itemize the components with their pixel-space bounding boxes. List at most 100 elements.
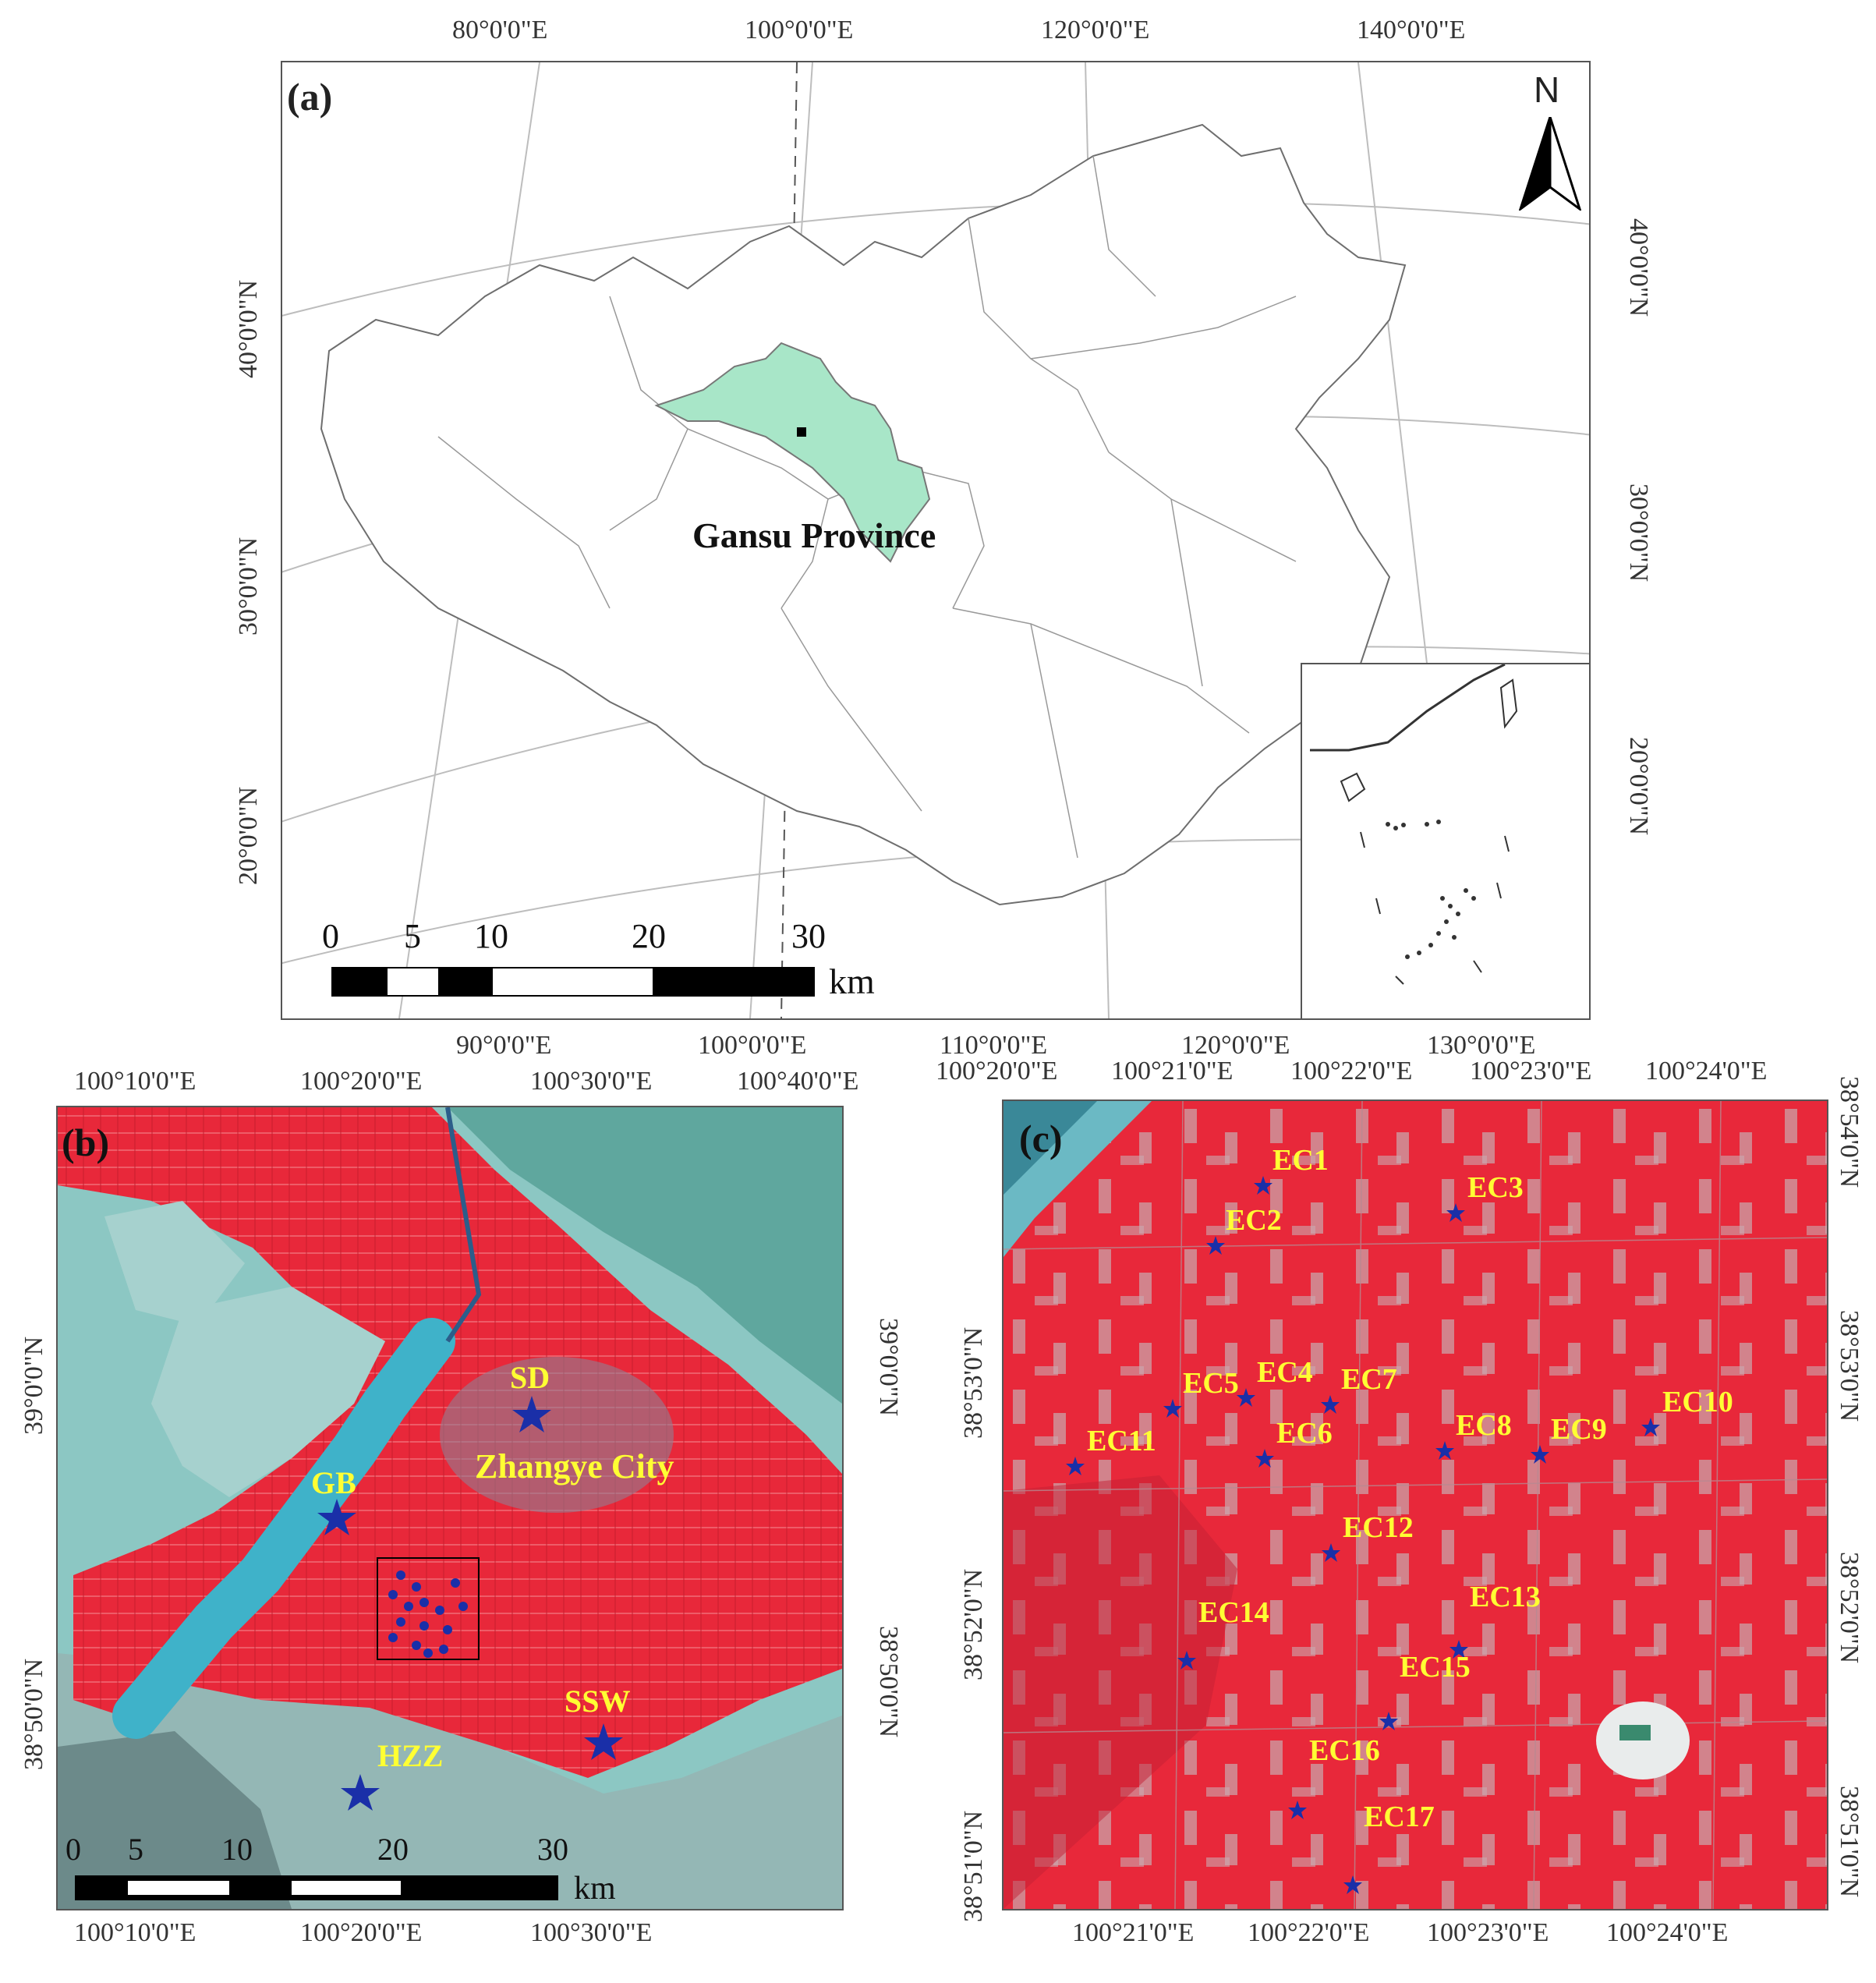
a-scale-unit: km <box>829 961 875 1001</box>
site-hzz-star <box>341 1774 380 1811</box>
b-top-lon-2: 100°20'0"E <box>300 1067 423 1096</box>
a-bot-lon-4: 120°0'0"E <box>1181 1031 1290 1060</box>
a-scale-5: 5 <box>404 917 421 955</box>
ec13-label: EC13 <box>1470 1581 1541 1613</box>
b-scale-0: 0 <box>65 1832 81 1867</box>
zhangye-city-label: Zhangye City <box>475 1447 674 1485</box>
a-scale-0: 0 <box>322 917 339 955</box>
b-site-stars-small <box>388 1570 468 1658</box>
a-right-lat-1: 40°0'0"N <box>1624 218 1653 317</box>
north-arrow-icon <box>1519 117 1581 211</box>
site-gb-label: GB <box>311 1465 356 1500</box>
b-scale-unit: km <box>574 1871 616 1907</box>
b-left-lat-1: 39°0'0"N <box>19 1336 48 1435</box>
ec11-label: EC11 <box>1087 1425 1156 1457</box>
b-scale-5: 5 <box>128 1832 143 1867</box>
ec7-label: EC7 <box>1341 1363 1397 1396</box>
a-right-lat-3: 20°0'0"N <box>1624 737 1653 836</box>
ec12-label: EC12 <box>1343 1511 1414 1544</box>
c-bot-lon-4: 100°24'0"E <box>1606 1918 1729 1947</box>
ec6-label: EC6 <box>1276 1417 1333 1450</box>
ec14-label: EC14 <box>1198 1596 1269 1629</box>
a-top-lon-1: 80°0'0"E <box>452 16 548 44</box>
b-scale-20: 20 <box>377 1832 409 1867</box>
site-sd-star <box>512 1396 551 1432</box>
c-right-lat-2: 38°53'0"N <box>1835 1310 1864 1422</box>
study-area-marker <box>797 427 806 437</box>
c-top-lon-4: 100°23'0"E <box>1470 1057 1592 1085</box>
site-hzz-label: HZZ <box>377 1738 443 1773</box>
site-ssw-label: SSW <box>565 1684 631 1719</box>
a-top-lon-3: 120°0'0"E <box>1041 16 1150 44</box>
panel-a-map: 80°0'0"E 100°0'0"E 120°0'0"E 140°0'0"E 4… <box>234 16 1653 1060</box>
gansu-province-label: Gansu Province <box>692 515 936 555</box>
a-bot-lon-5: 130°0'0"E <box>1427 1031 1536 1060</box>
b-top-lon-1: 100°10'0"E <box>74 1067 196 1096</box>
c-top-lon-1: 100°20'0"E <box>936 1057 1058 1085</box>
b-bot-lon-2: 100°20'0"E <box>300 1918 423 1947</box>
c-image-frame: EC1 EC2 EC3 EC4 EC5 EC6 EC7 EC8 EC9 EC10… <box>1002 1100 1828 1910</box>
b-panel-tag: (b) <box>62 1121 109 1164</box>
site-gb-star <box>317 1499 356 1535</box>
a-scale-10: 10 <box>474 917 508 955</box>
b-bot-lon-3: 100°30'0"E <box>530 1918 653 1947</box>
b-scale-30: 30 <box>537 1832 568 1867</box>
c-panel-tag: (c) <box>1019 1117 1063 1160</box>
c-left-lat-3: 38°51'0"N <box>959 1810 988 1922</box>
a-bot-lon-3: 110°0'0"E <box>940 1031 1048 1060</box>
inset-svg <box>1310 664 1518 985</box>
c-right-lat-4: 38°51'0"N <box>1835 1786 1864 1898</box>
a-left-lat-2: 30°0'0"N <box>234 536 263 636</box>
ec9-label: EC9 <box>1551 1413 1607 1446</box>
a-bot-lon-2: 100°0'0"E <box>698 1031 807 1060</box>
ec-station-stars <box>1066 1176 1660 1894</box>
b-top-lon-3: 100°30'0"E <box>530 1067 653 1096</box>
a-scale-bar <box>331 967 815 997</box>
ec10-label: EC10 <box>1662 1386 1733 1418</box>
south-china-sea-inset <box>1301 663 1591 1020</box>
a-scale-30: 30 <box>791 917 826 955</box>
a-map-frame <box>281 61 1591 1020</box>
b-satellite-svg: SD GB SSW HZZ Zhangye City (b) 0 5 10 20… <box>58 1107 842 1909</box>
ec4-label: EC4 <box>1257 1356 1313 1389</box>
c-bot-lon-3: 100°23'0"E <box>1427 1918 1549 1947</box>
gansu-province-shape <box>654 342 931 563</box>
b-study-area-box <box>377 1557 480 1660</box>
b-image-frame: SD GB SSW HZZ Zhangye City (b) 0 5 10 20… <box>56 1106 844 1910</box>
a-map-svg <box>282 62 1589 1018</box>
a-panel-tag: (a) <box>287 75 333 119</box>
a-top-lon-4: 140°0'0"E <box>1357 16 1466 44</box>
ec1-label: EC1 <box>1272 1144 1329 1177</box>
ec2-label: EC2 <box>1226 1204 1282 1237</box>
ec15-label: EC15 <box>1400 1651 1471 1684</box>
a-north-label: N <box>1534 69 1560 110</box>
ec8-label: EC8 <box>1456 1409 1512 1442</box>
ec3-label: EC3 <box>1467 1171 1524 1204</box>
b-right-lat-2: 38°50'0"N <box>874 1626 903 1738</box>
b-top-lon-4: 100°40'0"E <box>737 1067 859 1096</box>
ec16-label: EC16 <box>1309 1734 1380 1767</box>
a-top-lon-2: 100°0'0"E <box>745 16 854 44</box>
c-top-lon-2: 100°21'0"E <box>1111 1057 1234 1085</box>
b-right-lat-1: 39°0'0"N <box>874 1318 903 1417</box>
c-left-lat-1: 38°53'0"N <box>959 1326 988 1439</box>
site-ssw-star <box>584 1723 623 1760</box>
a-bot-lon-1: 90°0'0"E <box>456 1031 552 1060</box>
b-scale-10: 10 <box>221 1832 253 1867</box>
c-top-lon-3: 100°22'0"E <box>1290 1057 1413 1085</box>
c-satellite-svg: EC1 EC2 EC3 EC4 EC5 EC6 EC7 EC8 EC9 EC10… <box>1003 1101 1827 1909</box>
a-left-lat-1: 40°0'0"N <box>234 279 263 378</box>
site-sd-label: SD <box>510 1360 550 1395</box>
c-left-lat-2: 38°52'0"N <box>959 1568 988 1680</box>
a-left-lat-3: 20°0'0"N <box>234 786 263 885</box>
c-right-lat-3: 38°52'0"N <box>1835 1552 1864 1664</box>
b-left-lat-2: 38°50'0"N <box>19 1658 48 1770</box>
c-top-lon-5: 100°24'0"E <box>1645 1057 1768 1085</box>
a-right-lat-2: 30°0'0"N <box>1624 483 1653 583</box>
b-bot-lon-1: 100°10'0"E <box>74 1918 196 1947</box>
ec5-label: EC5 <box>1183 1367 1239 1400</box>
c-right-lat-1: 38°54'0"N <box>1835 1076 1864 1188</box>
c-bot-lon-1: 100°21'0"E <box>1072 1918 1195 1947</box>
c-bot-lon-2: 100°22'0"E <box>1248 1918 1370 1947</box>
ec17-label: EC17 <box>1364 1801 1435 1833</box>
